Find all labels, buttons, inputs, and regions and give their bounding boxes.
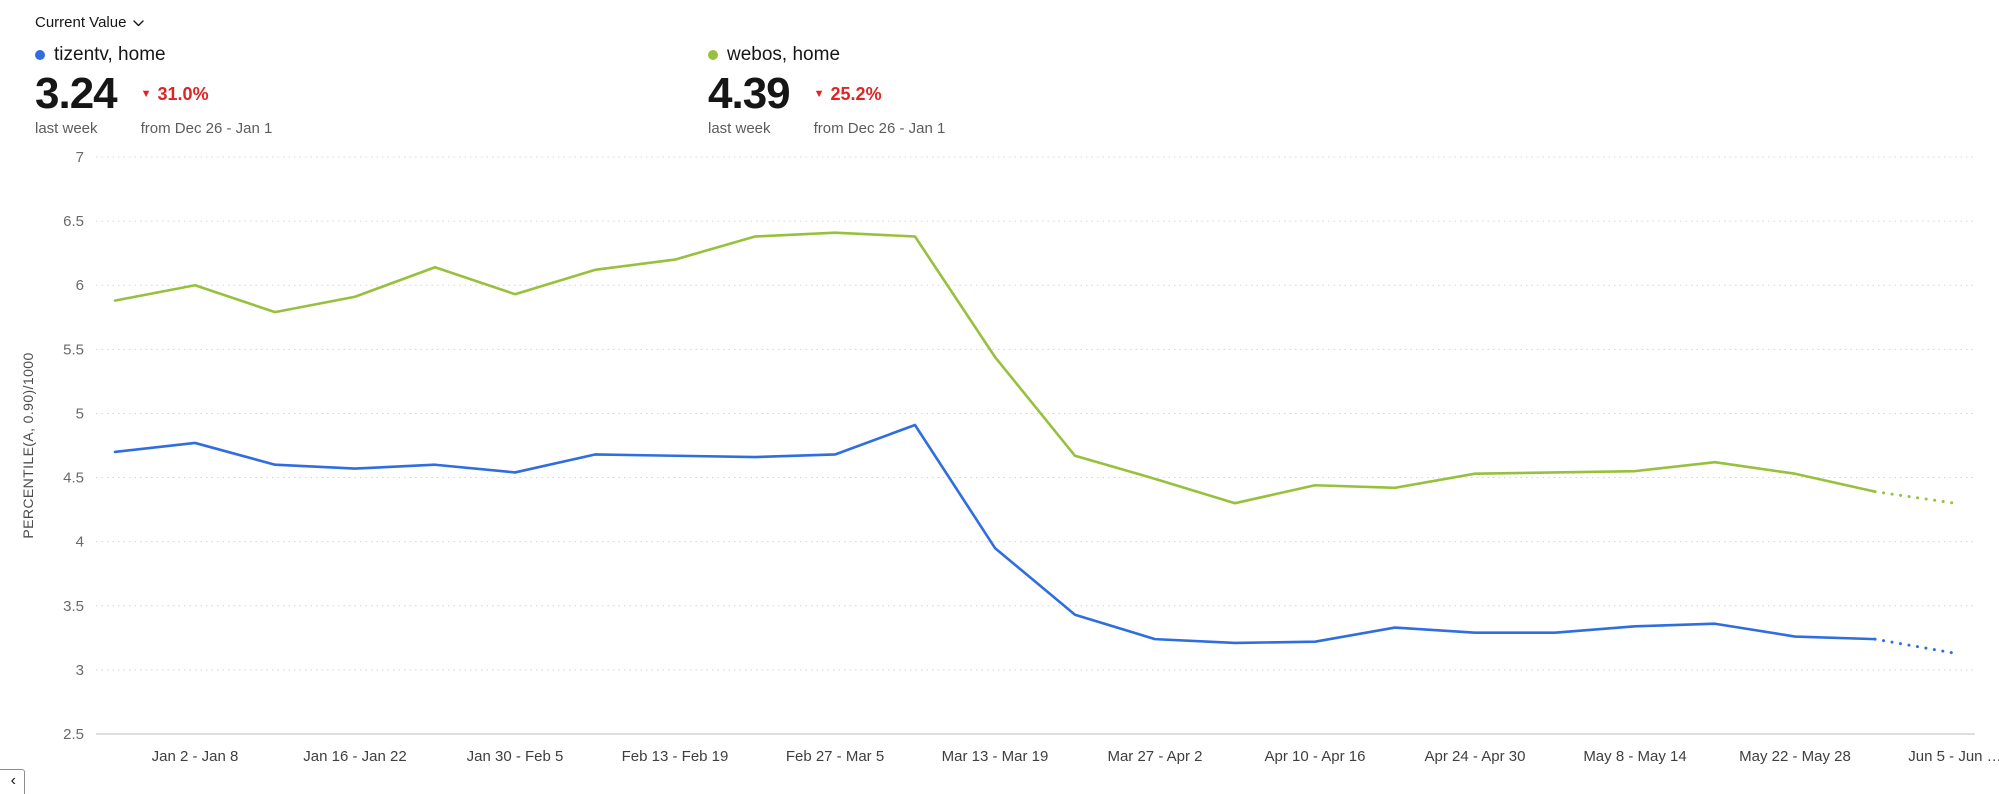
svg-text:3: 3 [76,662,84,679]
svg-text:Jan 30 - Feb 5: Jan 30 - Feb 5 [467,748,564,765]
svg-text:2.5: 2.5 [63,726,84,743]
widget-header: Current Value [0,0,1999,32]
triangle-down-icon: ▼ [813,87,825,100]
period-label: last week [35,119,98,137]
current-value: 4.39 [708,69,791,118]
delta-percent: 25.2% [830,83,882,104]
series-color-dot [708,50,718,60]
svg-text:Jan 16 - Jan 22: Jan 16 - Jan 22 [303,748,406,765]
svg-text:6: 6 [76,277,84,294]
metric-selector-label: Current Value [35,14,127,31]
series-summary-webos: webos, home 4.39 ▼ 25.2% last week from … [708,44,1381,137]
svg-text:Feb 13 - Feb 19: Feb 13 - Feb 19 [622,748,729,765]
svg-text:Mar 13 - Mar 19: Mar 13 - Mar 19 [942,748,1049,765]
svg-text:3.5: 3.5 [63,598,84,615]
svg-text:Apr 10 - Apr 16: Apr 10 - Apr 16 [1265,748,1366,765]
svg-text:Feb 27 - Mar 5: Feb 27 - Mar 5 [786,748,884,765]
series-summaries: tizentv, home 3.24 ▼ 31.0% last week fro… [0,44,1999,137]
chart-svg: 2.5 3 3.5 4 4.5 5 5.5 6 6.5 7 Jan 2 - Jan 8 Jan 16 … [20,149,1999,765]
svg-text:May 8 - May 14: May 8 - May 14 [1583,748,1686,765]
comparison-label: from Dec 26 - Jan 1 [140,119,273,137]
svg-text:Jan 2 - Jan 8: Jan 2 - Jan 8 [152,748,239,765]
period-label: last week [708,119,771,137]
svg-text:5: 5 [76,405,84,422]
chevron-down-icon [133,20,145,27]
svg-text:May 22 - May 28: May 22 - May 28 [1739,748,1851,765]
svg-text:PERCENTILE(A, 0.90)/1000: PERCENTILE(A, 0.90)/1000 [20,352,36,538]
svg-text:7: 7 [76,149,84,166]
svg-text:5.5: 5.5 [63,341,84,358]
svg-text:Jun 5 - Jun …: Jun 5 - Jun … [1908,748,1999,765]
legend-row: tizentv, home [35,44,708,66]
current-value: 3.24 [35,69,118,118]
value-block: 4.39 ▼ 25.2% last week from Dec 26 - Jan… [708,69,1381,137]
delta-percent: 31.0% [157,83,209,104]
chevron-left-icon: ‹ [10,772,16,789]
svg-text:Apr 24 - Apr 30: Apr 24 - Apr 30 [1425,748,1526,765]
triangle-down-icon: ▼ [140,87,152,100]
series-color-dot [35,50,45,60]
delta-badge: ▼ 25.2% [814,84,946,105]
collapse-panel-button[interactable]: ‹ [0,769,25,794]
svg-text:4.5: 4.5 [63,469,84,486]
series-summary-tizentv: tizentv, home 3.24 ▼ 31.0% last week fro… [35,44,708,137]
value-block: 3.24 ▼ 31.0% last week from Dec 26 - Jan… [35,69,708,137]
comparison-label: from Dec 26 - Jan 1 [813,119,946,137]
series-name: tizentv, home [54,44,166,65]
svg-text:Mar 27 - Apr 2: Mar 27 - Apr 2 [1107,748,1202,765]
metric-selector-dropdown[interactable]: Current Value [35,14,145,31]
svg-text:4: 4 [76,534,84,551]
legend-row: webos, home [708,44,1381,66]
series-name: webos, home [727,44,841,65]
svg-text:6.5: 6.5 [63,213,84,230]
delta-badge: ▼ 31.0% [141,84,273,105]
